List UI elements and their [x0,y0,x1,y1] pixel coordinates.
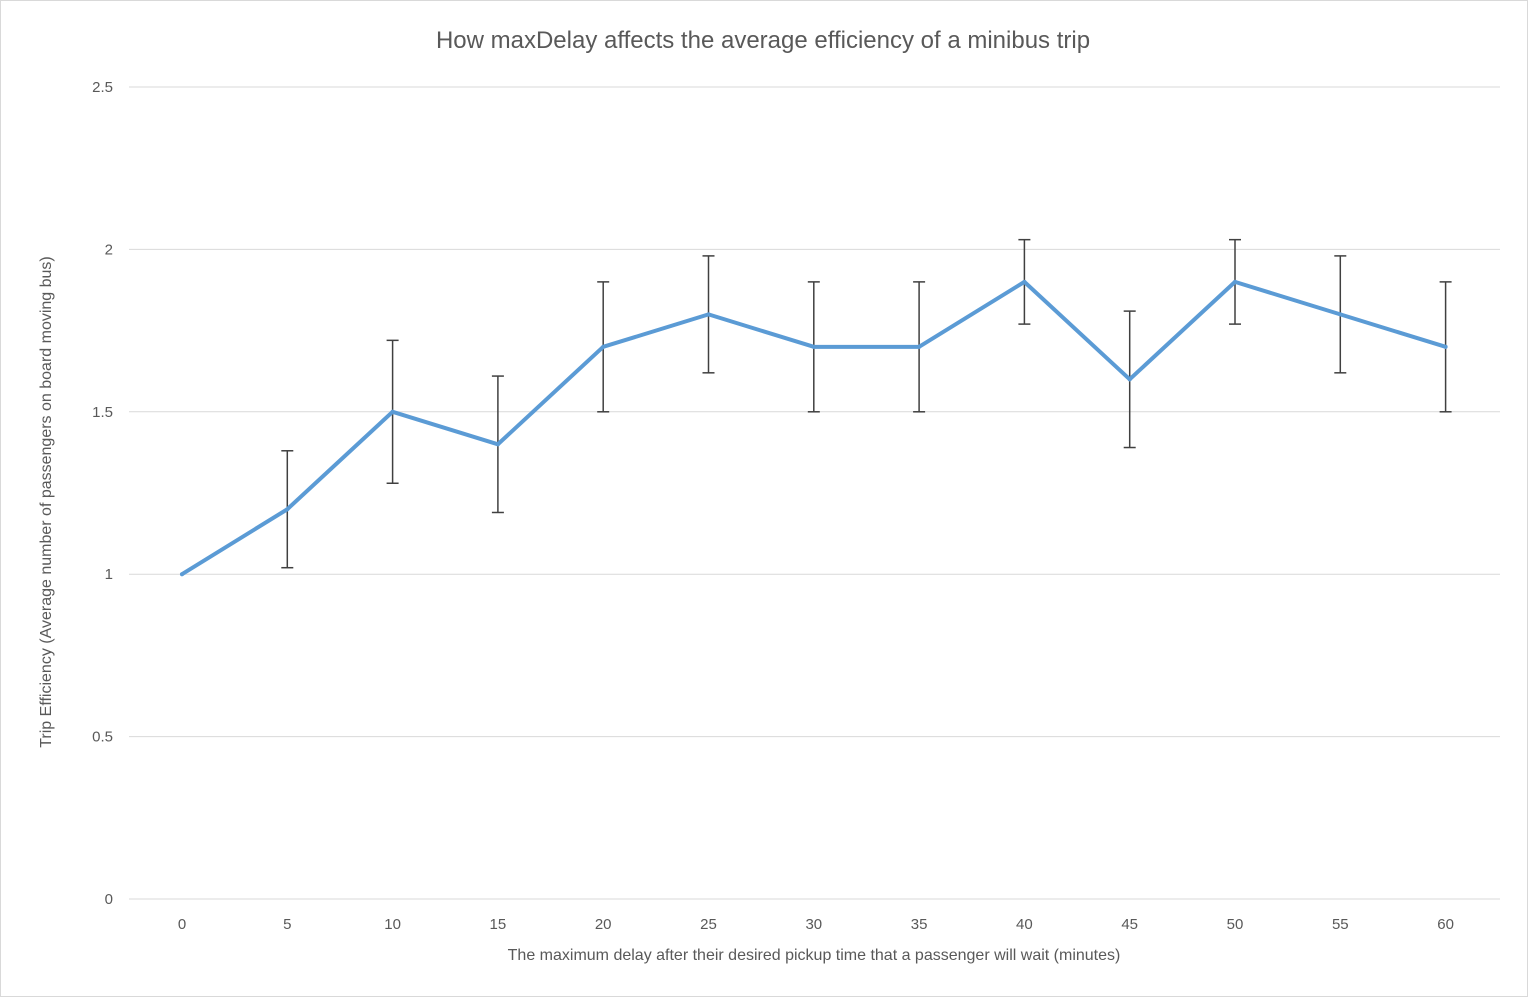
series-layer [180,279,1448,577]
x-tick-label-15: 15 [490,916,507,933]
data-point-15 [495,442,500,447]
x-tick-label-45: 45 [1121,916,1138,933]
y-tick-label-1: 1 [105,566,113,583]
x-tick-label-60: 60 [1437,916,1454,933]
y-tick-label-0.5: 0.5 [92,729,113,746]
x-tick-label-30: 30 [805,916,822,933]
data-point-55 [1338,312,1343,317]
data-point-50 [1233,279,1237,284]
x-tick-label-35: 35 [911,916,928,933]
y-tick-label-1.5: 1.5 [92,404,113,421]
y-tick-label-2: 2 [105,241,113,258]
x-axis-ticks: 0 5 10 15 20 25 30 35 40 45 50 55 60 [178,916,1454,933]
y-axis-title: Trip Efficiency (Average number of passe… [38,256,55,748]
data-point-25 [706,312,711,317]
error-bars [281,238,1452,569]
x-tick-label-50: 50 [1227,916,1244,933]
chart-title: How maxDelay affects the average efficie… [436,27,1090,54]
gridlines [129,86,1500,900]
data-point-0 [180,572,184,577]
data-point-40 [1022,279,1027,284]
x-axis-title: The maximum delay after their desired pi… [508,947,1121,964]
data-point-30 [811,344,816,349]
x-tick-label-5: 5 [283,916,291,933]
data-point-45 [1127,377,1132,382]
x-tick-label-40: 40 [1016,916,1033,933]
y-tick-label-2.5: 2.5 [92,79,113,96]
data-point-10 [390,409,395,414]
data-point-20 [601,344,606,349]
y-tick-label-0: 0 [105,891,113,908]
y-axis-ticks: 0 0.5 1 1.5 2 2.5 [92,79,113,908]
x-tick-label-55: 55 [1332,916,1349,933]
x-tick-label-25: 25 [700,916,717,933]
data-point-35 [917,344,922,349]
x-tick-label-20: 20 [595,916,612,933]
data-point-60 [1443,344,1448,349]
data-point-5 [285,507,290,512]
x-tick-label-10: 10 [384,916,401,933]
x-tick-label-0: 0 [178,916,186,933]
